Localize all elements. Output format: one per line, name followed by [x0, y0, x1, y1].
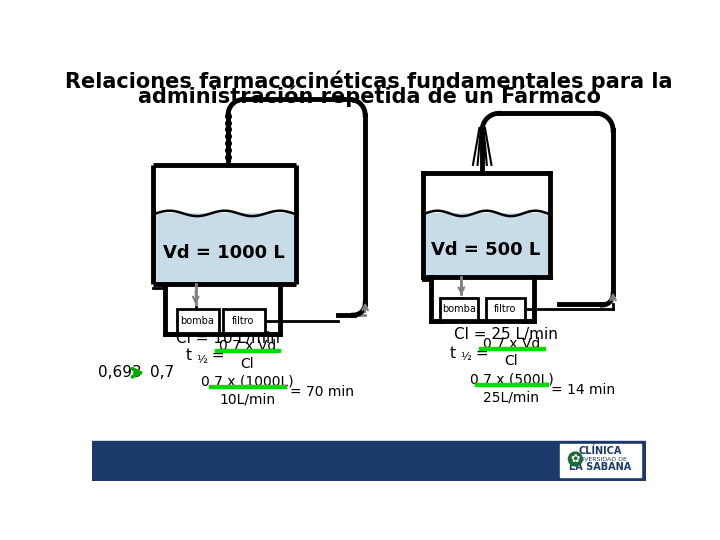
Text: Cl = 10 L/min: Cl = 10 L/min: [176, 330, 280, 346]
Text: = 70 min: = 70 min: [289, 385, 354, 399]
Text: 0,7 x Vd: 0,7 x Vd: [219, 339, 276, 353]
Text: administración repetida de un Fármaco: administración repetida de un Fármaco: [138, 86, 600, 107]
Bar: [176, 309, 219, 333]
Text: 0,7 x (500L): 0,7 x (500L): [469, 373, 554, 387]
Text: Vd = 1000 L: Vd = 1000 L: [163, 245, 285, 262]
Bar: [486, 298, 525, 320]
Text: UNIVERSIDAD DE: UNIVERSIDAD DE: [573, 456, 627, 462]
Text: 0,7 x Vd: 0,7 x Vd: [483, 336, 540, 350]
Text: 0,693: 0,693: [98, 365, 142, 380]
Circle shape: [568, 452, 582, 466]
Text: LA SABANA: LA SABANA: [569, 462, 631, 472]
Text: 0,7 x (1000L): 0,7 x (1000L): [201, 375, 294, 389]
Text: CLÍNICA: CLÍNICA: [578, 447, 621, 456]
Text: t: t: [450, 346, 456, 361]
Bar: [475, 383, 549, 386]
Text: t: t: [186, 348, 192, 363]
Text: 25L/min: 25L/min: [483, 390, 539, 404]
Text: ½: ½: [460, 353, 471, 362]
Text: =: =: [207, 348, 225, 363]
Text: 10L/min: 10L/min: [220, 393, 276, 407]
Text: filtro: filtro: [233, 316, 255, 326]
Text: Cl = 25 L/min: Cl = 25 L/min: [454, 327, 557, 342]
Text: filtro: filtro: [494, 304, 516, 314]
Text: ✿: ✿: [571, 454, 580, 464]
Bar: [209, 385, 286, 388]
Bar: [479, 347, 544, 350]
Text: =: =: [472, 346, 489, 361]
Text: Cl: Cl: [240, 356, 254, 370]
Bar: [425, 213, 549, 275]
Text: bomba: bomba: [180, 316, 215, 326]
Text: ½: ½: [196, 355, 207, 365]
Text: Cl: Cl: [505, 354, 518, 368]
Bar: [560, 444, 641, 477]
Text: bomba: bomba: [442, 304, 476, 314]
Bar: [440, 298, 478, 320]
Bar: [92, 441, 647, 481]
Text: 0,7: 0,7: [150, 365, 174, 380]
Text: Relaciones farmacocinéticas fundamentales para la: Relaciones farmacocinéticas fundamentale…: [66, 71, 672, 92]
Text: = 14 min: = 14 min: [552, 383, 616, 397]
Bar: [215, 349, 281, 352]
Bar: [222, 309, 265, 333]
Bar: [155, 213, 294, 283]
Text: Vd = 500 L: Vd = 500 L: [431, 241, 541, 259]
